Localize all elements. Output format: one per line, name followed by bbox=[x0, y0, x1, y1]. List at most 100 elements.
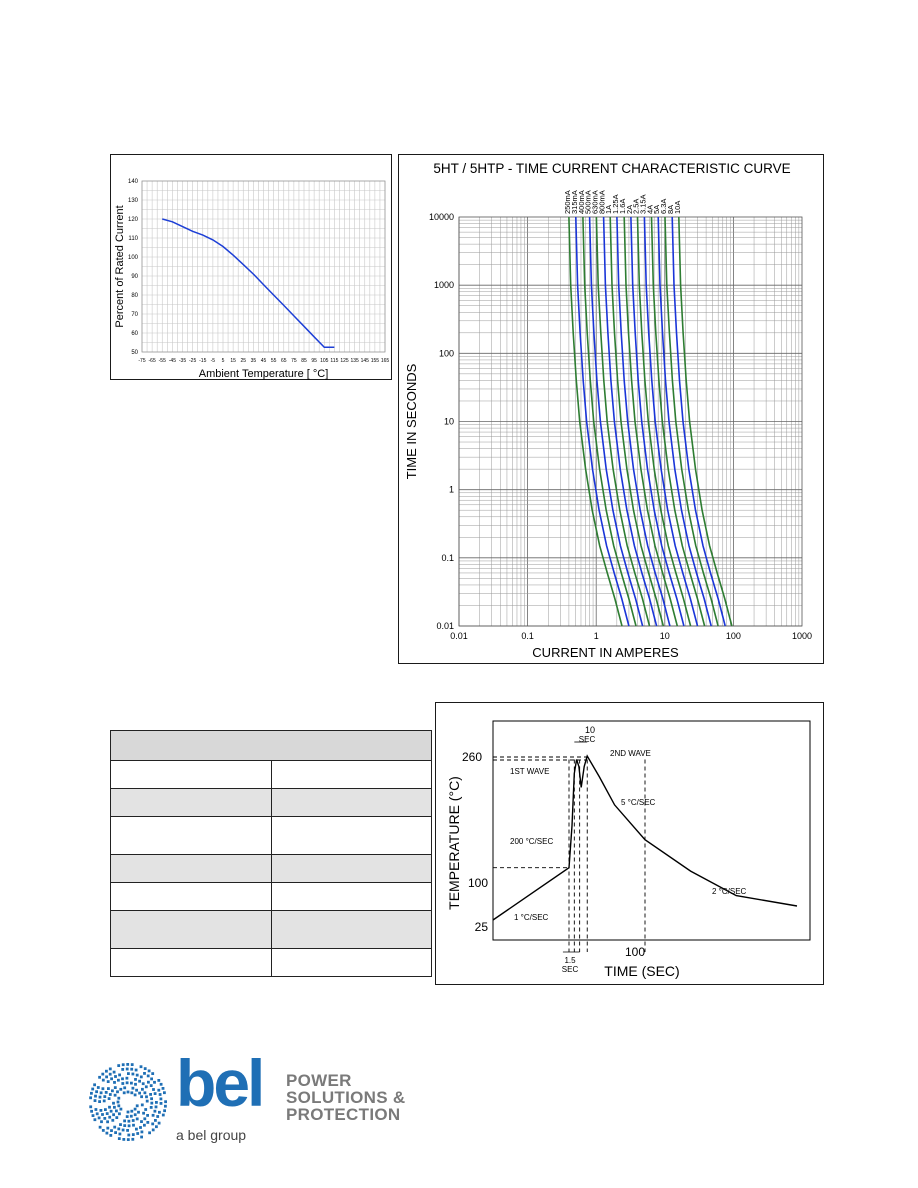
logo-dot bbox=[112, 1101, 115, 1105]
fuse-rating-label: 800mA bbox=[598, 190, 607, 214]
fuse-curve bbox=[568, 216, 623, 627]
table-cell bbox=[110, 910, 272, 949]
table-cell bbox=[271, 816, 432, 855]
logo-dot bbox=[145, 1099, 149, 1103]
logo-dot bbox=[135, 1104, 139, 1108]
logo-dot bbox=[121, 1128, 125, 1132]
fuse-curve bbox=[657, 216, 712, 627]
x-tick-label: -5 bbox=[211, 358, 216, 364]
table-cell bbox=[110, 816, 272, 855]
annotation: 5 °C/SEC bbox=[621, 798, 656, 807]
logo-wordmark: bel bbox=[176, 1046, 265, 1120]
logo-dot bbox=[98, 1125, 102, 1129]
table-cell bbox=[271, 948, 432, 977]
y-tick-label: 10000 bbox=[429, 212, 454, 222]
logo-dot bbox=[117, 1127, 121, 1131]
table-cell bbox=[271, 910, 432, 949]
table-cell bbox=[271, 854, 432, 883]
logo-dot bbox=[108, 1105, 111, 1109]
x-axis-label: CURRENT IN AMPERES bbox=[532, 645, 679, 660]
logo-dot bbox=[108, 1093, 112, 1096]
x-tick-label: 155 bbox=[371, 358, 380, 364]
logo-dot bbox=[154, 1119, 157, 1122]
logo-dot bbox=[114, 1131, 117, 1134]
logo-dot bbox=[96, 1086, 100, 1089]
table-row bbox=[110, 882, 432, 911]
logo-dot bbox=[94, 1094, 97, 1098]
y-tick-label: 120 bbox=[128, 217, 139, 223]
fuse-curve bbox=[616, 216, 671, 627]
logo-dot bbox=[112, 1113, 115, 1117]
logo-dot bbox=[138, 1091, 141, 1095]
logo-dot bbox=[125, 1067, 129, 1071]
y-axis-label: TEMPERATURE (°C) bbox=[446, 776, 462, 910]
x-tick-label: 85 bbox=[301, 358, 307, 364]
time-current-chart: 0.01 0.1 1 10 100 1000 0.01 0.1 1 10 100 1000 10000 C… bbox=[404, 161, 812, 660]
x-tick-label: 0.01 bbox=[450, 631, 468, 641]
x-tick-label: 100 bbox=[625, 945, 645, 959]
logo-dot bbox=[125, 1115, 129, 1118]
logo-dot bbox=[118, 1112, 121, 1116]
logo-dot bbox=[126, 1138, 130, 1141]
logo-dot bbox=[143, 1123, 146, 1127]
logo-dot bbox=[107, 1097, 111, 1100]
x-tick-label: 100 bbox=[726, 631, 741, 641]
logo-dot bbox=[113, 1093, 117, 1097]
logo-dot bbox=[126, 1090, 130, 1094]
logo-dot bbox=[123, 1119, 126, 1123]
y-tick-label: 100 bbox=[468, 876, 488, 890]
logo-dot bbox=[105, 1112, 109, 1115]
logo-dot bbox=[119, 1123, 122, 1126]
logo-dot bbox=[141, 1082, 145, 1086]
logo-dot bbox=[89, 1096, 92, 1100]
logo-dot bbox=[151, 1128, 155, 1132]
fuse-curve bbox=[595, 216, 651, 627]
logo-dot bbox=[164, 1104, 167, 1108]
logo-dot bbox=[93, 1083, 96, 1087]
y-tick-label: 140 bbox=[128, 179, 139, 185]
table-header-cell bbox=[110, 730, 432, 761]
table-row bbox=[110, 760, 432, 789]
logo-dot bbox=[130, 1109, 134, 1113]
bel-logo-emblem-icon bbox=[89, 1063, 167, 1141]
table-cell bbox=[271, 882, 432, 911]
logo-dot bbox=[121, 1082, 125, 1085]
fuse-rating-label: 5A bbox=[652, 205, 661, 214]
logo-dot bbox=[130, 1067, 134, 1071]
logo-dot bbox=[121, 1068, 125, 1071]
x-tick-label: 95 bbox=[311, 358, 317, 364]
table-cell bbox=[110, 882, 272, 911]
logo-dot bbox=[140, 1130, 144, 1134]
logo-dot bbox=[95, 1112, 99, 1116]
logo-dot bbox=[101, 1087, 105, 1091]
chart-title: 5HT / 5HTP - TIME CURRENT CHARACTERISTIC… bbox=[433, 161, 790, 176]
logo-dot bbox=[143, 1091, 147, 1095]
x-tick-label: -55 bbox=[159, 358, 166, 364]
y-tick-label: 130 bbox=[128, 198, 139, 204]
logo-dot bbox=[127, 1119, 131, 1123]
y-tick-label: 100 bbox=[128, 255, 139, 261]
logo-dot bbox=[100, 1120, 103, 1124]
logo-dot bbox=[126, 1063, 130, 1066]
x-tick-label: 65 bbox=[281, 358, 287, 364]
logo-dot bbox=[119, 1087, 123, 1091]
logo-dot bbox=[108, 1072, 112, 1076]
fuse-rating-label: 630mA bbox=[590, 190, 599, 214]
logo-dot bbox=[136, 1132, 140, 1135]
logo-dot bbox=[161, 1113, 165, 1117]
logo-dot bbox=[151, 1072, 155, 1075]
logo-dot bbox=[111, 1118, 115, 1122]
y-tick-label: 0.1 bbox=[441, 553, 454, 563]
logo-dot bbox=[134, 1082, 137, 1086]
fuse-rating-label: 6.3A bbox=[659, 199, 668, 214]
x-tick-label: 165 bbox=[381, 358, 390, 364]
x-tick-label: 75 bbox=[291, 358, 297, 364]
logo-dot bbox=[144, 1108, 148, 1111]
logo-dot bbox=[103, 1117, 107, 1120]
logo-dot bbox=[94, 1108, 98, 1111]
logo-tagline-line: PROTECTION bbox=[286, 1105, 401, 1124]
logo-tagline-line: POWER bbox=[286, 1071, 352, 1090]
logo-dot bbox=[97, 1116, 101, 1120]
logo-dot bbox=[156, 1115, 160, 1118]
plot-frame bbox=[458, 216, 803, 627]
